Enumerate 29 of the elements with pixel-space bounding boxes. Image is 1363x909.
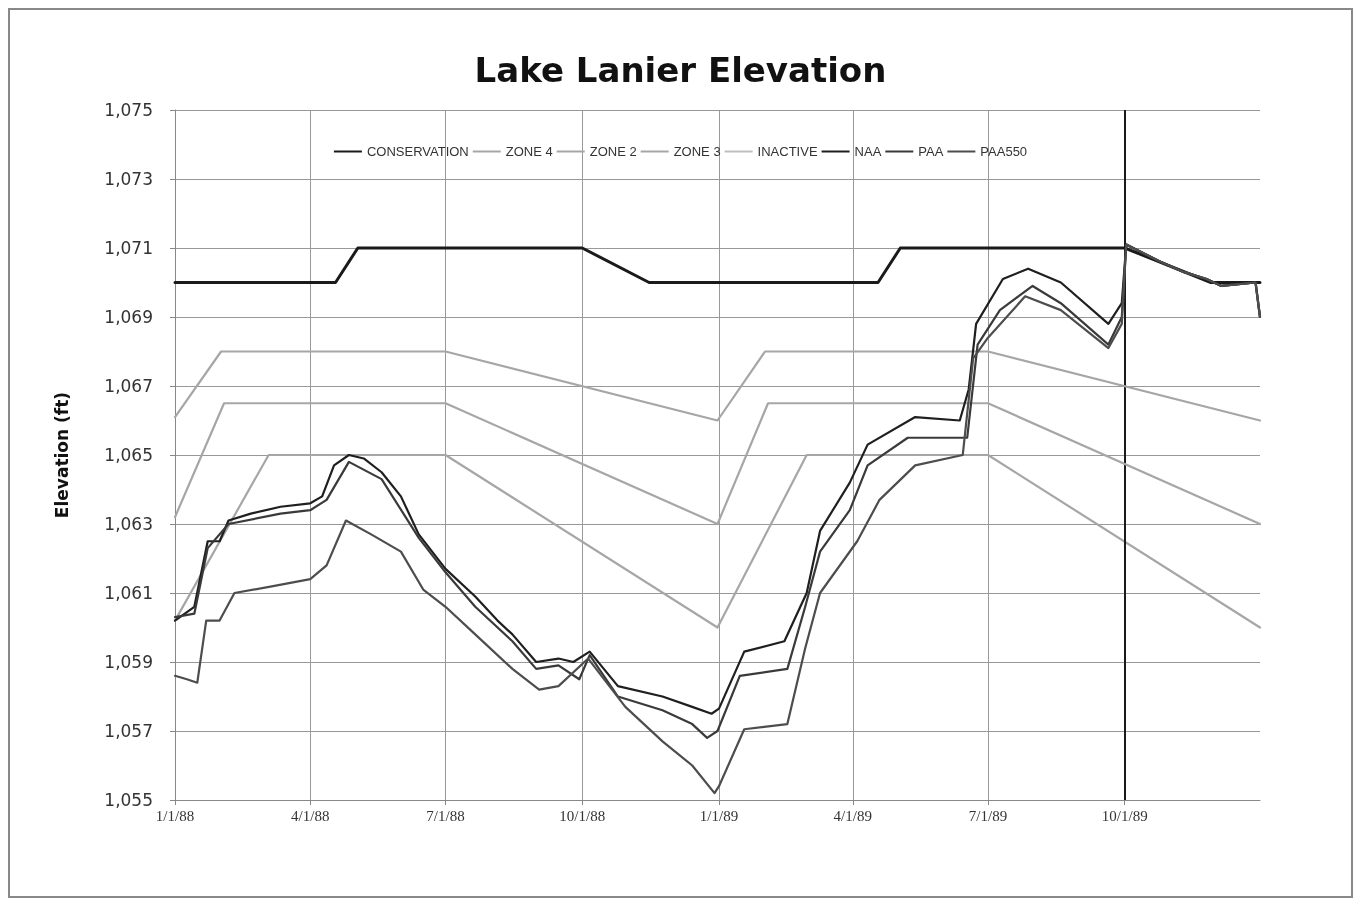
y-tick-label: 1,067: [104, 376, 153, 396]
legend-label: NAA: [854, 144, 882, 159]
x-tick-label: 1/1/89: [699, 807, 739, 824]
legend-label: INACTIVE: [757, 144, 818, 159]
x-tick-label: 4/1/88: [291, 807, 330, 824]
legend-label: CONSERVATION: [366, 144, 469, 159]
legend-label: PAA: [918, 144, 944, 159]
x-tick-label: 10/1/88: [559, 807, 606, 824]
y-tick-label: 1,071: [104, 238, 153, 258]
legend-label: PAA550: [980, 144, 1028, 159]
y-tick-label: 1,057: [104, 721, 153, 741]
y-tick-label: 1,065: [104, 445, 153, 465]
y-axis-title: Elevation (ft): [51, 391, 72, 519]
x-tick-label: 10/1/89: [1101, 807, 1148, 824]
x-tick-label: 1/1/88: [155, 807, 195, 824]
chart-title: Lake Lanier Elevation: [474, 50, 887, 90]
y-tick-label: 1,059: [104, 652, 153, 672]
y-tick-label: 1,063: [104, 514, 153, 534]
x-tick-label: 4/1/89: [833, 807, 872, 824]
y-tick-label: 1,069: [104, 307, 153, 327]
y-tick-label: 1,055: [104, 790, 153, 810]
y-tick-label: 1,075: [104, 100, 153, 120]
legend-label: ZONE 4: [505, 144, 553, 159]
legend-label: ZONE 2: [589, 144, 637, 159]
y-tick-label: 1,061: [104, 583, 153, 603]
y-tick-label: 1,073: [104, 169, 153, 189]
x-tick-label: 7/1/88: [426, 807, 465, 824]
legend-label: ZONE 3: [673, 144, 721, 159]
x-tick-label: 7/1/89: [968, 807, 1008, 824]
